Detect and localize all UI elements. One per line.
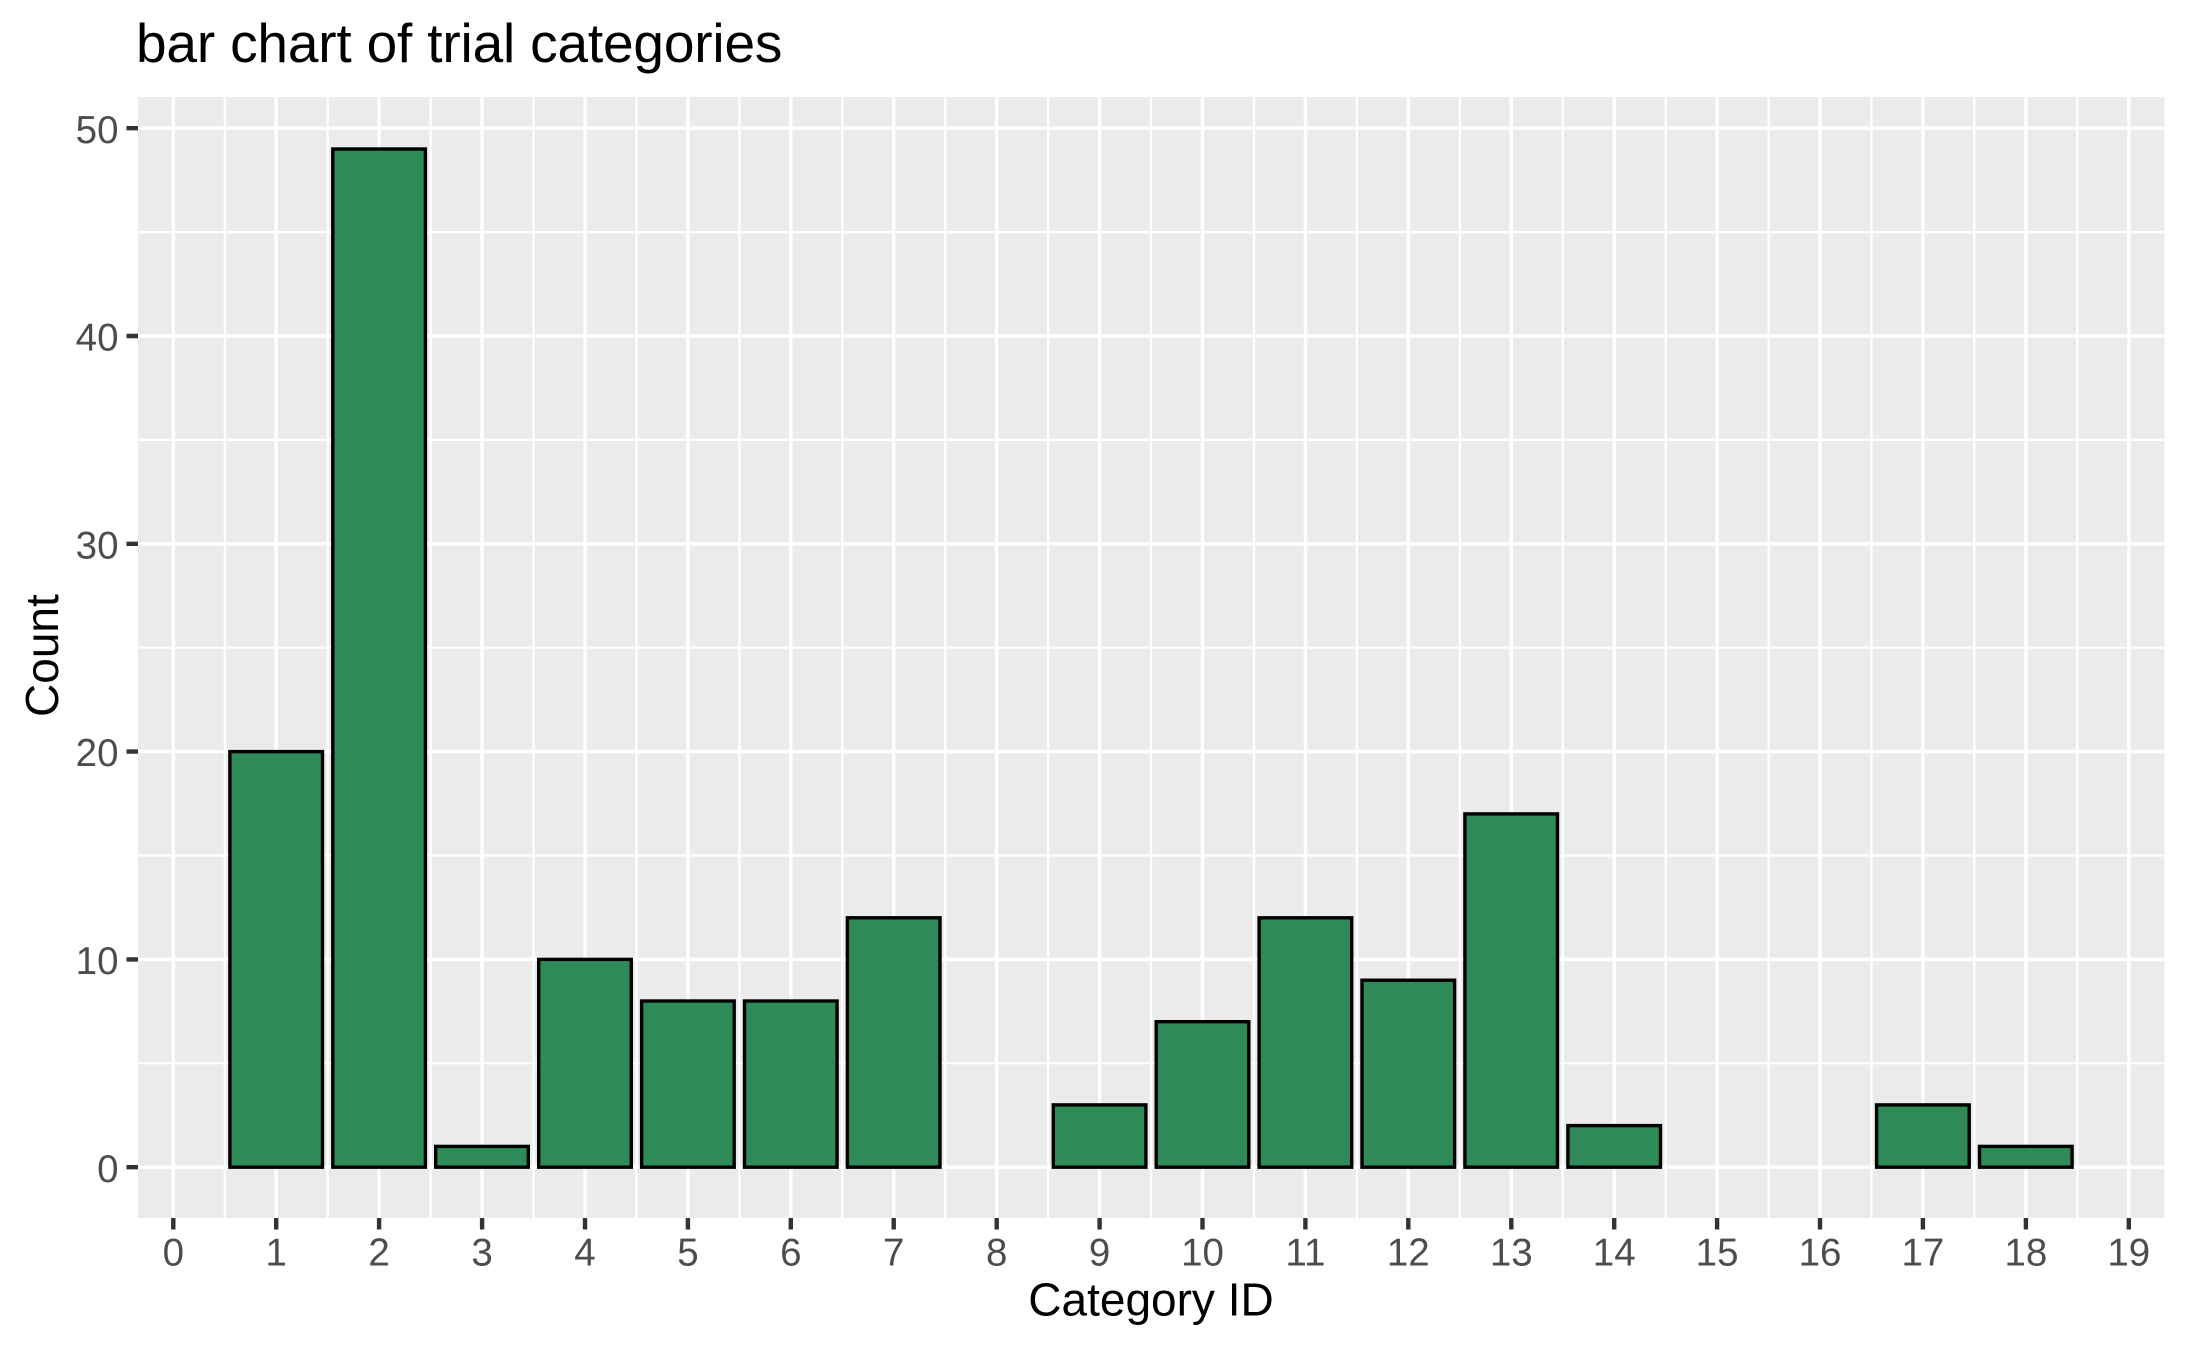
svg-text:2: 2 [368, 1232, 389, 1275]
svg-text:9: 9 [1089, 1232, 1110, 1275]
svg-text:17: 17 [1901, 1232, 1944, 1275]
svg-text:14: 14 [1593, 1232, 1636, 1275]
svg-text:13: 13 [1490, 1232, 1533, 1275]
svg-text:Category ID: Category ID [1028, 1274, 1273, 1326]
svg-text:12: 12 [1387, 1232, 1430, 1275]
svg-text:5: 5 [677, 1232, 698, 1275]
svg-text:50: 50 [76, 109, 119, 152]
svg-text:4: 4 [574, 1232, 595, 1275]
svg-text:10: 10 [76, 940, 119, 983]
svg-text:3: 3 [471, 1232, 492, 1275]
svg-text:16: 16 [1799, 1232, 1842, 1275]
svg-text:bar chart of trial categories: bar chart of trial categories [136, 12, 782, 74]
svg-text:11: 11 [1285, 1232, 1325, 1275]
svg-text:40: 40 [76, 317, 119, 360]
svg-text:19: 19 [2107, 1232, 2150, 1275]
svg-text:1: 1 [265, 1232, 286, 1275]
svg-text:15: 15 [1696, 1232, 1739, 1275]
svg-text:8: 8 [986, 1232, 1007, 1275]
svg-text:30: 30 [76, 524, 119, 567]
svg-text:10: 10 [1181, 1232, 1224, 1275]
svg-text:20: 20 [76, 732, 119, 775]
svg-text:6: 6 [780, 1232, 801, 1275]
svg-text:0: 0 [97, 1148, 118, 1191]
svg-text:0: 0 [163, 1232, 184, 1275]
svg-text:18: 18 [2004, 1232, 2047, 1275]
svg-text:Count: Count [16, 594, 68, 717]
svg-text:7: 7 [883, 1232, 904, 1275]
